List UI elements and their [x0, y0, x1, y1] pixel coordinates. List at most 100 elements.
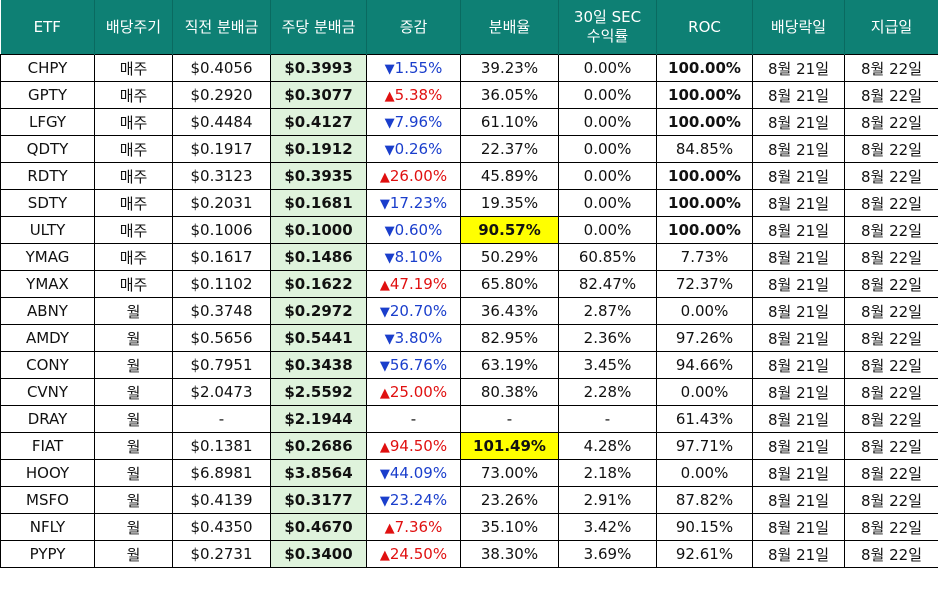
change-value: 20.70%: [389, 302, 448, 320]
table-body: CHPY 매주 $0.4056 $0.3993 ▼1.55% 39.23% 0.00% 100…: [0, 54, 938, 568]
sec-yield: 0.00%: [558, 54, 657, 82]
dividend-cycle: 매주: [94, 108, 173, 136]
payment-date: 8월 22일: [844, 189, 938, 217]
up-triangle-icon: ▲: [379, 440, 390, 455]
up-triangle-icon: ▲: [379, 548, 390, 563]
dividend-cycle: 매주: [94, 270, 173, 298]
previous-distribution: $0.7951: [172, 351, 271, 379]
sec-yield: 82.47%: [558, 270, 657, 298]
distribution-per-share: $3.8564: [270, 459, 367, 487]
previous-distribution: $0.3123: [172, 162, 271, 190]
dividend-cycle: 월: [94, 324, 173, 352]
dividend-cycle: 매주: [94, 243, 173, 271]
ex-dividend-date: 8월 21일: [752, 540, 845, 568]
change-value: 44.09%: [389, 464, 448, 482]
change-cell: ▼17.23%: [366, 189, 461, 217]
header-change: 증감: [366, 0, 461, 55]
payment-date: 8월 22일: [844, 162, 938, 190]
dividend-cycle: 월: [94, 297, 173, 325]
change-cell: ▲5.38%: [366, 81, 461, 109]
change-cell: ▼56.76%: [366, 351, 461, 379]
distribution-rate: 35.10%: [460, 513, 559, 541]
header-ex-date: 배당락일: [752, 0, 845, 55]
distribution-rate: 90.57%: [460, 216, 559, 244]
change-cell: ▼3.80%: [366, 324, 461, 352]
roc: 100.00%: [656, 81, 753, 109]
ex-dividend-date: 8월 21일: [752, 513, 845, 541]
distribution-rate: 63.19%: [460, 351, 559, 379]
roc: 100.00%: [656, 54, 753, 82]
down-triangle-icon: ▼: [379, 494, 390, 509]
change-value: 23.24%: [389, 491, 448, 509]
change-value: 94.50%: [389, 437, 448, 455]
previous-distribution: $0.1006: [172, 216, 271, 244]
sec-yield: -: [558, 405, 657, 433]
change-cell: ▼7.96%: [366, 108, 461, 136]
payment-date: 8월 22일: [844, 486, 938, 514]
sec-yield: 0.00%: [558, 81, 657, 109]
ex-dividend-date: 8월 21일: [752, 459, 845, 487]
roc: 100.00%: [656, 108, 753, 136]
change-value: 5.38%: [394, 86, 443, 104]
change-cell: ▲47.19%: [366, 270, 461, 298]
down-triangle-icon: ▼: [384, 62, 395, 77]
ex-dividend-date: 8월 21일: [752, 243, 845, 271]
previous-distribution: $0.4056: [172, 54, 271, 82]
previous-distribution: $0.2031: [172, 189, 271, 217]
dividend-cycle: 매주: [94, 162, 173, 190]
distribution-rate: 38.30%: [460, 540, 559, 568]
distribution-per-share: $0.1622: [270, 270, 367, 298]
etf-ticker: HOOY: [0, 459, 95, 487]
change-cell: ▲94.50%: [366, 432, 461, 460]
sec-yield: 3.42%: [558, 513, 657, 541]
ex-dividend-date: 8월 21일: [752, 81, 845, 109]
distribution-per-share: $0.3438: [270, 351, 367, 379]
header-etf: ETF: [0, 0, 95, 55]
ex-dividend-date: 8월 21일: [752, 405, 845, 433]
roc: 0.00%: [656, 459, 753, 487]
sec-yield: 60.85%: [558, 243, 657, 271]
payment-date: 8월 22일: [844, 513, 938, 541]
payment-date: 8월 22일: [844, 270, 938, 298]
change-cell: ▼8.10%: [366, 243, 461, 271]
dividend-cycle: 월: [94, 378, 173, 406]
distribution-rate: 61.10%: [460, 108, 559, 136]
ex-dividend-date: 8월 21일: [752, 297, 845, 325]
distribution-per-share: $0.1912: [270, 135, 367, 163]
change-value: 1.55%: [394, 59, 443, 77]
table-row: YMAG 매주 $0.1617 $0.1486 ▼8.10% 50.29% 60.85% 7.…: [0, 243, 938, 271]
roc: 100.00%: [656, 189, 753, 217]
distribution-per-share: $0.2972: [270, 297, 367, 325]
change-cell: -: [366, 405, 461, 433]
down-triangle-icon: ▼: [384, 116, 395, 131]
ex-dividend-date: 8월 21일: [752, 378, 845, 406]
table-row: CHPY 매주 $0.4056 $0.3993 ▼1.55% 39.23% 0.00% 100…: [0, 54, 938, 82]
etf-ticker: NFLY: [0, 513, 95, 541]
dividend-cycle: 월: [94, 513, 173, 541]
roc: 97.26%: [656, 324, 753, 352]
sec-yield: 0.00%: [558, 216, 657, 244]
payment-date: 8월 22일: [844, 216, 938, 244]
table-row: FIAT 월 $0.1381 $0.2686 ▲94.50% 101.49% 4.28% 97…: [0, 432, 938, 460]
header-distribution-per-share: 주당 분배금: [270, 0, 367, 55]
distribution-rate: 65.80%: [460, 270, 559, 298]
up-triangle-icon: ▲: [379, 170, 390, 185]
table-row: LFGY 매주 $0.4484 $0.4127 ▼7.96% 61.10% 0.00% 100…: [0, 108, 938, 136]
change-value: 0.26%: [394, 140, 443, 158]
header-sec-yield: 30일 SEC 수익률: [558, 0, 657, 55]
change-cell: ▼20.70%: [366, 297, 461, 325]
change-cell: ▼0.60%: [366, 216, 461, 244]
change-cell: ▼44.09%: [366, 459, 461, 487]
previous-distribution: $0.4139: [172, 486, 271, 514]
distribution-table: ETF 배당주기 직전 분배금 주당 분배금 증감 분배율 30일 SEC 수익…: [0, 0, 938, 568]
etf-ticker: ABNY: [0, 297, 95, 325]
distribution-per-share: $0.3993: [270, 54, 367, 82]
change-value: -: [410, 410, 417, 428]
change-value: 17.23%: [389, 194, 448, 212]
sec-yield: 4.28%: [558, 432, 657, 460]
payment-date: 8월 22일: [844, 135, 938, 163]
dividend-cycle: 매주: [94, 135, 173, 163]
distribution-rate: 82.95%: [460, 324, 559, 352]
sec-yield: 0.00%: [558, 189, 657, 217]
sec-yield: 3.69%: [558, 540, 657, 568]
